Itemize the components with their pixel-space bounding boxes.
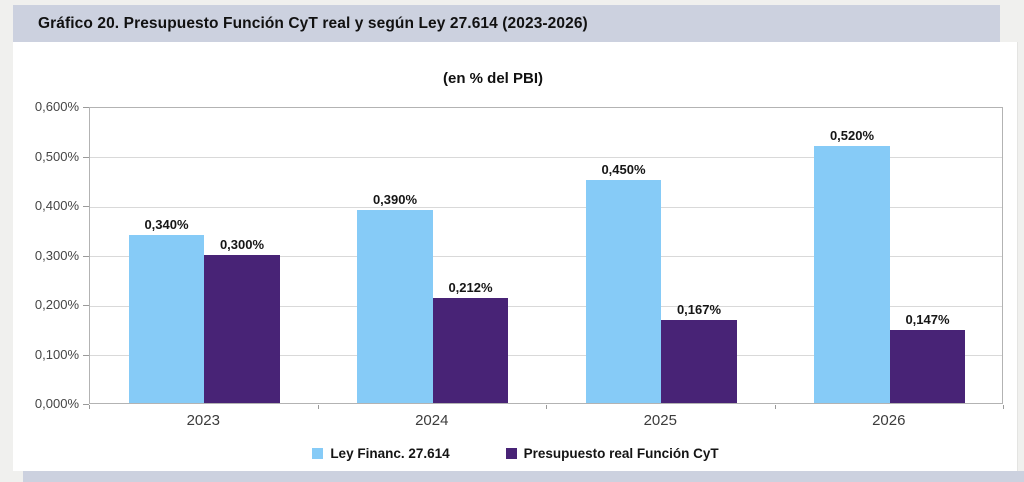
x-axis-category-label: 2026 (872, 412, 906, 429)
legend: Ley Financ. 27.614 Presupuesto real Func… (13, 446, 1018, 461)
gridline (90, 355, 1002, 356)
y-axis-tick (83, 156, 89, 158)
x-axis-tick (89, 405, 90, 409)
x-axis-tick (1003, 405, 1004, 409)
gridline (90, 206, 1002, 208)
chart-subtitle: (en % del PBI) (442, 70, 543, 87)
x-axis-category-label: 2024 (415, 412, 449, 429)
x-axis-tick (317, 405, 319, 409)
y-axis-tick (83, 305, 89, 306)
legend-swatch-purple-icon (505, 448, 517, 459)
y-axis-label: 0,400% (34, 198, 79, 213)
bar-value-label: 0,147% (905, 312, 950, 328)
legend-label-ley-financ: Ley Financ. 27.614 (330, 446, 450, 461)
bar-value-label: 0,390% (372, 191, 418, 207)
y-axis-label: 0,100% (34, 346, 79, 362)
y-axis-tick (83, 107, 89, 108)
bar-ley-financ (585, 180, 662, 403)
x-axis-tick (774, 405, 776, 409)
x-axis-category-label: 2023 (186, 412, 220, 429)
y-axis-label: 0,000% (34, 396, 79, 411)
x-axis-category-label: 2025 (643, 412, 677, 429)
bottom-band (23, 471, 1024, 482)
gridline (90, 157, 1002, 158)
legend-item-presupuesto-real: Presupuesto real Función CyT (505, 446, 719, 461)
bar-presupuesto-real (432, 298, 509, 403)
gridline (90, 256, 1002, 257)
y-axis-label: 0,200% (34, 297, 79, 312)
y-axis-tick (83, 354, 89, 356)
chart-panel: (en % del PBI) 0,340% 0,300% 0,390% 0,212% 0… (13, 42, 1018, 471)
bar-value-label: 0,212% (448, 280, 493, 296)
y-axis-label: 0,500% (34, 148, 79, 164)
bar-value-label: 0,450% (601, 162, 646, 178)
bar-value-label: 0,520% (829, 127, 875, 143)
bar-ley-financ (814, 145, 890, 403)
y-axis-tick (83, 206, 89, 207)
gridline (90, 305, 1002, 307)
y-axis-label: 0,600% (34, 99, 79, 114)
x-axis-tick (546, 405, 547, 409)
legend-item-ley-financ: Ley Financ. 27.614 (312, 446, 450, 461)
bar-presupuesto-real (661, 320, 737, 403)
bar-value-label: 0,167% (676, 302, 722, 318)
bar-presupuesto-real (204, 254, 280, 403)
plot-area: 0,340% 0,300% 0,390% 0,212% 0,450% 0,167% 0,52… (89, 107, 1003, 404)
bar-ley-financ (357, 209, 433, 403)
y-axis-tick (83, 404, 89, 405)
bar-value-label: 0,340% (144, 216, 189, 232)
y-axis-tick (83, 255, 89, 257)
bar-ley-financ (128, 234, 205, 403)
legend-swatch-blue-icon (312, 448, 324, 459)
y-axis-label: 0,300% (34, 247, 79, 263)
chart-title: Gráfico 20. Presupuesto Función CyT real… (38, 14, 588, 32)
bar-presupuesto-real (889, 330, 966, 403)
chart-title-band: Gráfico 20. Presupuesto Función CyT real… (13, 5, 1000, 42)
legend-label-presupuesto-real: Presupuesto real Función CyT (523, 446, 719, 461)
bar-value-label: 0,300% (219, 236, 265, 252)
